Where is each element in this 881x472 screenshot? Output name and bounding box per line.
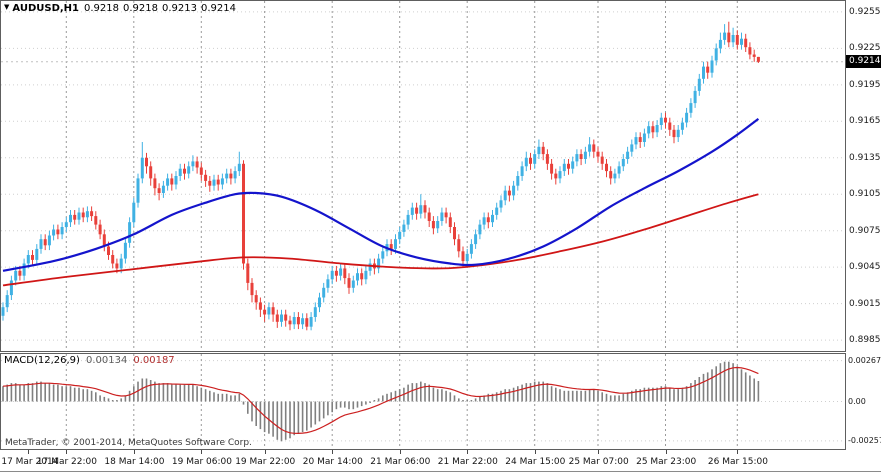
time-axis-label: 21 Mar 22:00: [437, 457, 498, 467]
time-axis-label: 19 Mar 06:00: [171, 457, 232, 467]
time-axis[interactable]: 17 Mar 2014 17 Mar 22:00 18 Mar 14:00 19 Ma…: [0, 450, 881, 471]
price-axis[interactable]: 0.9214 0.9255 0.9225 0.9195 0.9165 0.9135 0.9…: [846, 0, 881, 471]
price-axis-label: 0.9165: [849, 116, 881, 127]
time-axis-label: 24 Mar 15:00: [505, 457, 566, 467]
time-axis-label: 25 Mar 23:00: [636, 457, 697, 467]
macd-axis-label: 0.00267: [848, 355, 881, 365]
price-axis-label: 0.9045: [849, 262, 881, 273]
time-tick-mark: [737, 450, 739, 454]
ma-slow-line: [2, 193, 759, 287]
time-tick-mark: [534, 450, 536, 454]
indicator-main-value: 0.00134: [85, 355, 128, 366]
time-axis-label: 19 Mar 22:00: [235, 457, 296, 467]
macd-histogram: [2, 361, 760, 442]
macd-axis-label: -0.00257: [848, 435, 881, 445]
macd-chart[interactable]: [1, 354, 845, 449]
time-axis-label: 20 Mar 14:00: [302, 457, 363, 467]
quote-low: 0.9213: [162, 3, 197, 14]
ma-fast-line: [2, 118, 760, 272]
indicator-name: MACD(12,26,9): [4, 355, 80, 366]
quote-close: 0.9214: [201, 3, 236, 14]
macd-gridlines: [1, 354, 845, 449]
time-axis-label: 25 Mar 07:00: [568, 457, 629, 467]
time-tick-mark: [665, 450, 667, 454]
symbol-period-label: AUDUSD,H1: [12, 3, 79, 14]
time-tick-mark: [598, 450, 599, 454]
current-price-tag: 0.9214: [846, 54, 881, 68]
indicator-label: MACD(12,26,9) 0.00134 0.00187: [4, 355, 175, 366]
price-chart-panel[interactable]: ▼ AUDUSD,H1 0.9218 0.9218 0.9213 0.9214: [0, 0, 846, 352]
time-tick-mark: [264, 450, 266, 454]
price-axis-label: 0.9015: [849, 298, 881, 309]
quote-high: 0.9218: [123, 3, 158, 14]
time-axis-label: 17 Mar 2014: [1, 457, 59, 467]
macd-signal-line: [2, 366, 759, 435]
time-tick-mark: [133, 450, 135, 454]
price-axis-label: 0.9105: [849, 189, 881, 200]
triangle-marker-icon: ▼: [4, 3, 10, 11]
time-tick-mark: [66, 450, 68, 454]
current-price-value: 0.9214: [849, 55, 881, 66]
candlestick-chart[interactable]: [1, 1, 845, 351]
time-axis-label: 26 Mar 15:00: [707, 457, 768, 467]
time-tick-mark: [399, 450, 401, 454]
copyright-label: MetaTrader, © 2001-2014, MetaQuotes Soft…: [5, 438, 252, 448]
quote-open: 0.9218: [84, 3, 119, 14]
time-tick-mark: [28, 450, 30, 454]
price-axis-label: 0.9225: [849, 43, 881, 54]
price-axis-label: 0.9195: [849, 79, 881, 90]
quote-header: ▼ AUDUSD,H1 0.9218 0.9218 0.9213 0.9214: [4, 3, 240, 14]
price-axis-label: 0.9255: [849, 6, 881, 17]
time-tick-mark: [201, 450, 203, 454]
macd-axis-label: 0.00: [848, 396, 866, 406]
price-gridlines: [1, 1, 845, 351]
candles-layer: [1, 21, 760, 331]
price-axis-label: 0.8985: [849, 335, 881, 346]
time-tick-mark: [467, 450, 469, 454]
macd-indicator-panel[interactable]: MACD(12,26,9) 0.00134 0.00187 MetaTrader, …: [0, 353, 846, 450]
time-axis-label: 18 Mar 14:00: [104, 457, 165, 467]
price-axis-label: 0.9075: [849, 225, 881, 236]
indicator-signal-value: 0.00187: [133, 355, 175, 366]
price-axis-label: 0.9135: [849, 152, 881, 163]
time-tick-mark: [332, 450, 334, 454]
time-axis-label: 21 Mar 06:00: [370, 457, 431, 467]
time-axis-label: 17 Mar 22:00: [36, 457, 97, 467]
